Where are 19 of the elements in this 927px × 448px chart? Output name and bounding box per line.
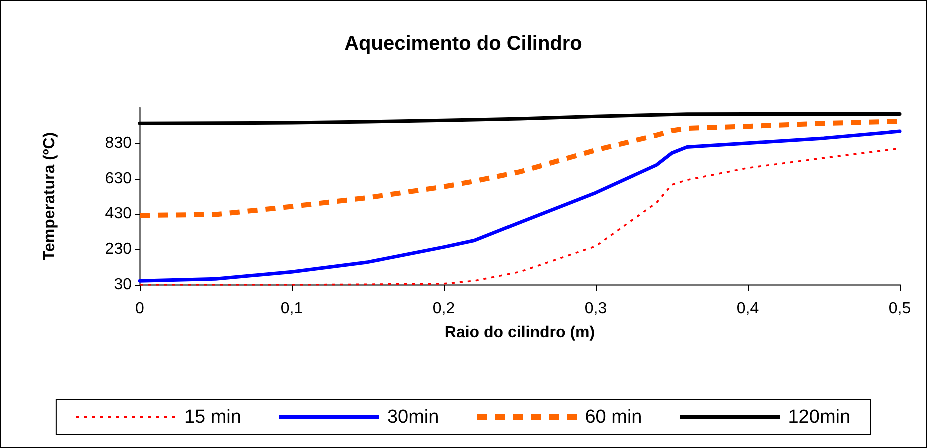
- legend-label: 15 min: [184, 407, 242, 428]
- y-tick-label: 630: [105, 170, 132, 188]
- y-tick-label: 430: [105, 206, 132, 223]
- chart-title: Aquecimento do Cilindro: [344, 33, 582, 55]
- x-tick-label: 0: [136, 300, 145, 318]
- legend-label: 120min: [788, 407, 851, 428]
- legend-label: 60 min: [585, 407, 642, 428]
- y-tick-label: 30: [114, 276, 132, 294]
- x-axis-title: Raio do cilindro (m): [444, 324, 596, 342]
- legend-label: 30min: [387, 407, 440, 428]
- x-tick-label: 0,4: [736, 300, 760, 318]
- x-tick-label: 0,5: [888, 300, 912, 318]
- y-axis-title: Temperatura (ºC): [42, 132, 58, 261]
- y-tick-label: 830: [105, 134, 132, 152]
- x-tick-label: 0,2: [432, 300, 456, 318]
- x-tick-label: 0,3: [584, 300, 608, 318]
- x-tick-label: 0,1: [280, 300, 304, 318]
- line-series: [138, 112, 902, 126]
- y-tick-label: 230: [105, 241, 132, 258]
